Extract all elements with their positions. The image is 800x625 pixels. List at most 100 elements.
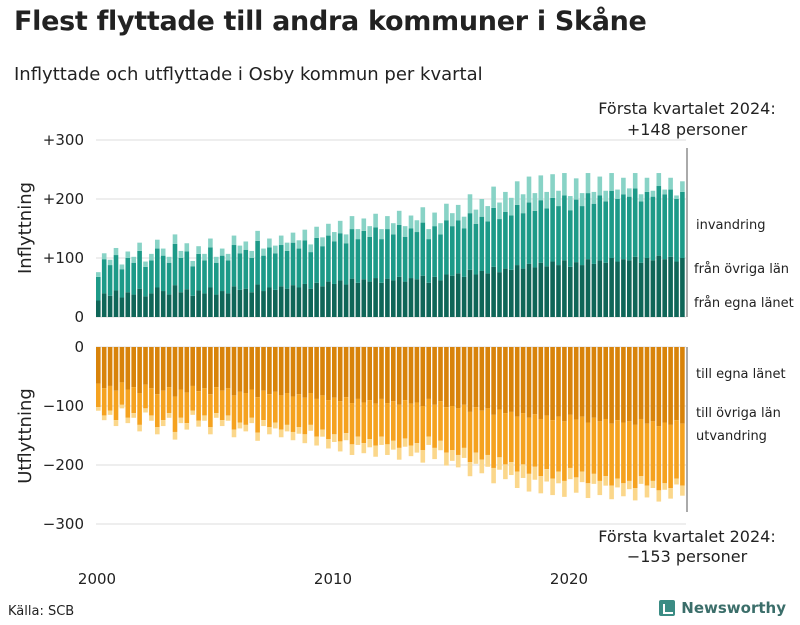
bar-utflytt-s2-44 — [355, 436, 361, 445]
bar-inflytt-s2-24 — [237, 245, 243, 254]
bar-inflytt-s2-81 — [573, 178, 579, 200]
bar-utflytt-s0-75 — [538, 347, 544, 419]
bar-utflytt-s1-60 — [450, 406, 455, 451]
bar-utflytt-s2-78 — [556, 471, 561, 484]
bar-utflytt-s1-71 — [514, 416, 520, 472]
bar-inflytt-s1-3 — [113, 255, 119, 291]
bar-utflytt-s2-79 — [562, 480, 567, 497]
bar-utflytt-s1-33 — [290, 396, 296, 432]
bar-inflytt-s2-40 — [332, 232, 337, 242]
bar-inflytt-s1-70 — [509, 215, 514, 270]
bar-utflytt-s2-89 — [621, 483, 626, 497]
bar-inflytt-s2-42 — [343, 234, 349, 244]
bar-utflytt-s2-26 — [249, 417, 254, 424]
bar-inflytt-s2-82 — [579, 193, 585, 207]
bar-utflytt-s1-9 — [149, 388, 154, 416]
bar-utflytt-s0-25 — [243, 347, 249, 394]
bar-utflytt-s1-55 — [420, 406, 426, 451]
bar-inflytt-s2-89 — [621, 177, 626, 195]
bar-inflytt-s2-80 — [568, 196, 573, 211]
bar-inflytt-s1-11 — [160, 255, 166, 292]
bar-inflytt-s2-6 — [131, 256, 136, 263]
bar-inflytt-s1-95 — [656, 186, 662, 256]
bar-utflytt-s1-67 — [491, 414, 496, 468]
bar-inflytt-s1-46 — [367, 236, 372, 282]
bar-utflytt-s1-19 — [208, 394, 213, 428]
bar-inflytt-s1-43 — [349, 229, 355, 279]
bar-inflytt-s2-59 — [444, 203, 449, 221]
bar-utflytt-s2-56 — [426, 436, 431, 445]
bar-utflytt-s2-64 — [473, 452, 479, 464]
bar-inflytt-s0-62 — [461, 276, 467, 317]
bar-utflytt-s1-0 — [96, 383, 101, 408]
bar-utflytt-s2-50 — [391, 440, 396, 450]
bar-utflytt-s0-81 — [573, 347, 579, 420]
bar-inflytt-s0-26 — [249, 292, 254, 317]
bar-inflytt-s0-28 — [261, 291, 266, 317]
bar-inflytt-s1-94 — [650, 196, 656, 261]
bar-inflytt-s0-27 — [255, 284, 260, 317]
bar-inflytt-s2-83 — [585, 173, 591, 194]
bar-inflytt-s0-25 — [243, 288, 249, 317]
bar-inflytt-s1-75 — [538, 200, 544, 263]
bar-inflytt-s2-54 — [414, 220, 420, 233]
bar-utflytt-s2-33 — [290, 431, 296, 441]
bar-utflytt-s1-42 — [343, 397, 349, 434]
bar-utflytt-s0-83 — [585, 347, 591, 423]
bar-utflytt-s1-12 — [166, 387, 172, 414]
bar-inflytt-s1-74 — [532, 210, 538, 268]
bar-utflytt-s2-92 — [638, 476, 644, 484]
bar-utflytt-s2-60 — [450, 450, 455, 461]
bar-utflytt-s0-38 — [320, 347, 325, 396]
bar-inflytt-s1-6 — [131, 262, 136, 295]
bar-utflytt-s1-21 — [219, 390, 225, 421]
bar-inflytt-s2-55 — [420, 207, 426, 223]
bar-inflytt-s1-15 — [184, 251, 190, 290]
bar-inflytt-s0-81 — [573, 262, 579, 317]
bar-inflytt-s0-61 — [455, 273, 461, 317]
bar-inflytt-s0-55 — [420, 275, 426, 317]
bar-inflytt-s1-25 — [243, 249, 249, 289]
bar-utflytt-s2-15 — [184, 423, 190, 430]
bar-inflytt-s2-86 — [603, 190, 608, 202]
legend-end-labels: invandring från övriga län från egna län… — [694, 218, 794, 444]
bar-inflytt-s1-39 — [326, 235, 331, 282]
bar-utflytt-s0-39 — [326, 347, 331, 401]
bar-utflytt-s1-11 — [160, 390, 166, 421]
bar-inflytt-s2-22 — [225, 253, 231, 261]
bar-utflytt-s1-76 — [544, 415, 549, 470]
bar-inflytt-s2-28 — [261, 248, 266, 256]
bar-utflytt-s0-95 — [656, 347, 662, 427]
bar-inflytt-s1-50 — [391, 234, 396, 281]
bar-utflytt-s0-5 — [125, 347, 131, 390]
bar-utflytt-s2-73 — [526, 473, 532, 492]
bar-inflytt-s2-12 — [166, 256, 172, 263]
bar-inflytt-s0-51 — [396, 276, 402, 317]
bar-utflytt-s0-97 — [668, 347, 673, 425]
bar-utflytt-s1-51 — [396, 404, 402, 448]
bar-utflytt-s0-32 — [284, 347, 290, 394]
bar-inflytt-s2-64 — [473, 209, 479, 224]
bar-inflytt-s1-65 — [479, 216, 485, 271]
bar-inflytt-s2-8 — [143, 261, 148, 267]
bar-inflytt-s2-32 — [284, 242, 290, 251]
bar-utflytt-s0-71 — [514, 347, 520, 417]
bar-inflytt-s0-52 — [402, 281, 408, 317]
bar-utflytt-s0-91 — [632, 347, 638, 425]
bar-utflytt-s2-83 — [585, 483, 591, 499]
bar-utflytt-s1-85 — [597, 421, 603, 481]
bar-inflytt-s1-52 — [402, 236, 408, 282]
bar-inflytt-s0-23 — [231, 286, 237, 317]
bar-utflytt-s1-48 — [379, 398, 384, 437]
bar-inflytt-s1-47 — [373, 227, 378, 279]
bar-utflytt-s2-11 — [160, 420, 166, 427]
bar-utflytt-s2-28 — [261, 420, 266, 427]
bar-inflytt-s1-16 — [190, 266, 195, 296]
bar-inflytt-s0-86 — [603, 262, 608, 317]
bar-inflytt-s1-86 — [603, 201, 608, 263]
bar-inflytt-s0-15 — [184, 289, 190, 317]
bar-inflytt-s0-63 — [467, 269, 473, 317]
bar-utflytt-s0-12 — [166, 347, 172, 388]
annotation-out-line1: Första kvartalet 2024: — [598, 527, 775, 546]
bar-inflytt-s1-71 — [514, 204, 520, 266]
